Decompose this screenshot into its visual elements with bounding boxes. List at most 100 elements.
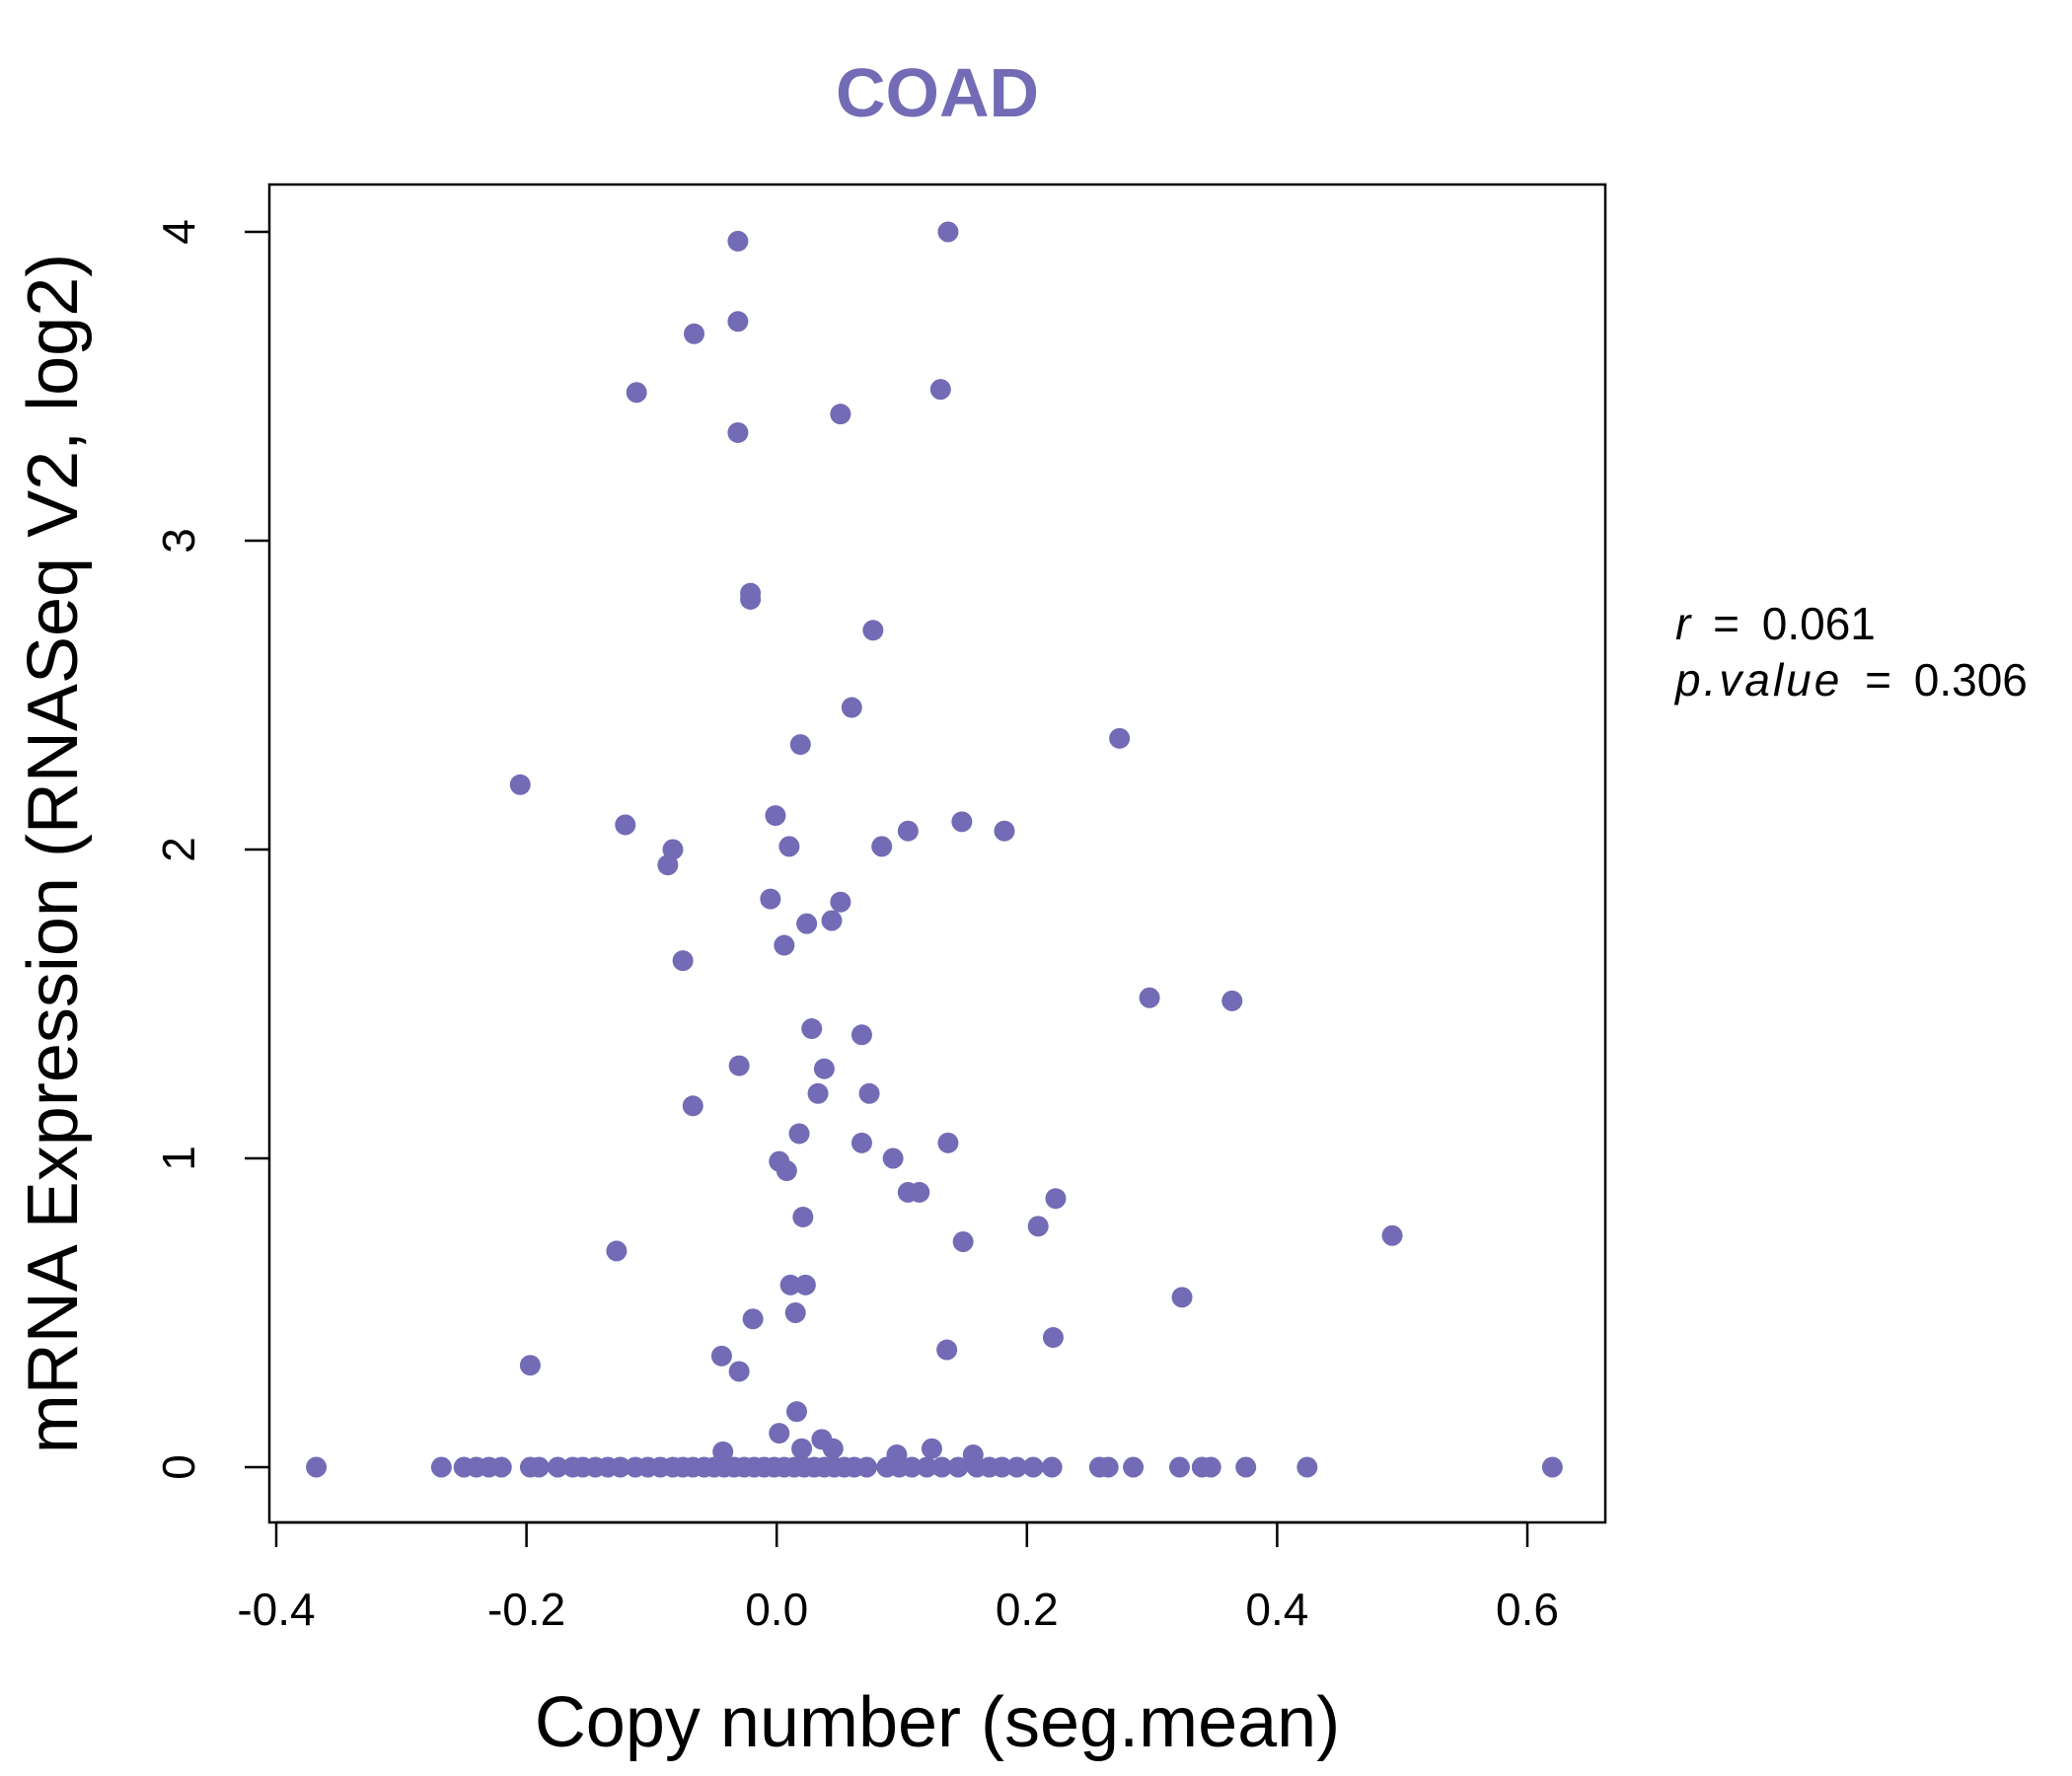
data-point — [742, 1308, 764, 1330]
data-point — [901, 1456, 923, 1478]
data-points — [306, 221, 1563, 1478]
data-point — [610, 1456, 631, 1478]
data-point — [921, 1438, 942, 1459]
data-point — [897, 820, 919, 842]
svg-text:p.value = 0.306: p.value = 0.306 — [1673, 654, 2028, 705]
data-point — [776, 1160, 797, 1182]
data-point — [994, 820, 1015, 842]
data-point — [490, 1456, 512, 1478]
p-value: 0.306 — [1914, 654, 2028, 705]
data-point — [909, 1181, 930, 1203]
data-point — [684, 323, 705, 344]
data-point — [1006, 1456, 1028, 1478]
data-point — [851, 1024, 872, 1046]
data-point — [778, 836, 800, 857]
data-point — [547, 1456, 568, 1478]
data-point — [1042, 1327, 1064, 1349]
x-tick-label: 0.6 — [1496, 1584, 1559, 1635]
data-point — [528, 1456, 550, 1478]
data-point — [615, 814, 636, 836]
data-point — [1041, 1456, 1063, 1478]
y-tick-label: 4 — [153, 219, 204, 245]
data-point — [791, 1438, 813, 1459]
y-tick-label: 2 — [153, 837, 204, 862]
y-tick-label: 0 — [153, 1454, 204, 1480]
data-point — [882, 1147, 904, 1169]
r-value: 0.061 — [1762, 598, 1876, 649]
data-point — [1296, 1456, 1318, 1478]
data-point — [1221, 990, 1243, 1011]
p-equals: = — [1865, 654, 1891, 705]
data-point — [657, 854, 679, 876]
data-point — [792, 1206, 814, 1227]
data-point — [871, 836, 893, 857]
x-tick-label: -0.4 — [237, 1584, 315, 1635]
data-point — [1045, 1188, 1067, 1210]
data-point — [929, 379, 951, 401]
data-point — [774, 934, 795, 956]
data-point — [991, 1456, 1012, 1478]
data-point — [1381, 1224, 1403, 1246]
x-tick-label: 0.4 — [1245, 1584, 1308, 1635]
data-point — [789, 734, 811, 756]
data-point — [682, 1095, 703, 1117]
y-tick-label: 1 — [153, 1146, 204, 1171]
data-point — [1109, 727, 1131, 749]
data-point — [740, 588, 762, 610]
data-point — [606, 1240, 628, 1262]
y-axis-label: mRNA Expression (RNASeq V2, log2) — [14, 254, 93, 1453]
y-axis: 0 1 2 3 4 — [153, 219, 269, 1480]
data-point — [760, 888, 781, 910]
data-point — [1171, 1287, 1193, 1308]
data-point — [509, 774, 531, 795]
data-point — [858, 1082, 880, 1104]
x-tick-label: -0.2 — [487, 1584, 565, 1635]
data-point — [813, 1058, 835, 1079]
data-point — [1200, 1456, 1221, 1478]
data-point — [1123, 1456, 1145, 1478]
r-label: r — [1675, 598, 1692, 649]
svg-text:r = 0.061: r = 0.061 — [1675, 598, 1876, 649]
data-point — [851, 1132, 872, 1153]
data-point — [779, 1274, 801, 1295]
data-point — [855, 1456, 877, 1478]
chart-title: COAD — [836, 54, 1039, 131]
data-point — [710, 1345, 732, 1367]
data-point — [784, 1302, 806, 1323]
data-point — [1022, 1456, 1044, 1478]
data-point — [1027, 1216, 1049, 1237]
p-label: p.value — [1673, 654, 1842, 705]
x-tick-label: 0.0 — [745, 1584, 808, 1635]
data-point — [822, 1438, 844, 1459]
data-point — [807, 1082, 829, 1104]
data-point — [728, 1055, 750, 1076]
data-point — [796, 913, 818, 934]
data-point — [430, 1456, 452, 1478]
data-point — [931, 1456, 953, 1478]
data-point — [916, 1456, 937, 1478]
data-point — [727, 230, 749, 252]
data-point — [794, 1274, 816, 1295]
data-point — [712, 1441, 734, 1462]
data-point — [937, 1132, 959, 1153]
data-point — [952, 1231, 974, 1253]
data-point — [801, 1018, 823, 1040]
data-point — [672, 950, 694, 972]
data-point — [519, 1355, 541, 1376]
data-point — [727, 311, 749, 333]
data-point — [1168, 1456, 1190, 1478]
data-point — [1235, 1456, 1257, 1478]
data-point — [765, 805, 786, 827]
x-axis-label: Copy number (seg.mean) — [535, 1683, 1340, 1762]
data-point — [830, 404, 851, 425]
stats-annotation: r = 0.061 p.value = 0.306 — [1673, 598, 2028, 705]
y-tick-label: 3 — [153, 528, 204, 554]
data-point — [937, 221, 959, 243]
data-point — [1541, 1456, 1563, 1478]
data-point — [728, 1361, 750, 1382]
data-point — [626, 382, 647, 404]
data-point — [1139, 987, 1160, 1008]
data-point — [821, 910, 843, 931]
data-point — [727, 421, 749, 443]
